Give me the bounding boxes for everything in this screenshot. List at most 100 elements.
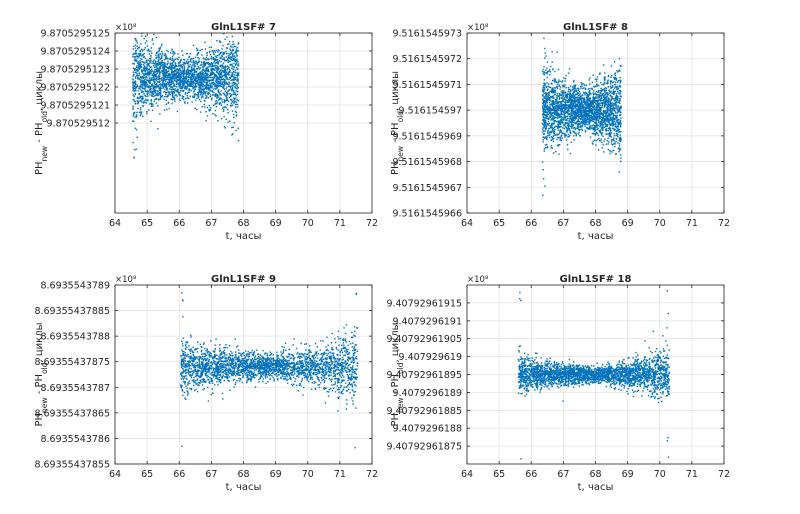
data-point bbox=[173, 73, 175, 76]
data-point bbox=[146, 45, 149, 47]
data-point bbox=[543, 124, 545, 126]
data-point bbox=[589, 109, 592, 112]
data-point bbox=[545, 95, 548, 97]
data-point bbox=[551, 118, 553, 120]
data-point bbox=[563, 77, 565, 79]
data-point bbox=[565, 74, 567, 77]
data-point bbox=[134, 127, 137, 129]
data-point bbox=[147, 72, 149, 74]
data-point bbox=[213, 104, 215, 106]
data-point bbox=[170, 88, 172, 90]
data-point bbox=[215, 85, 217, 87]
data-point bbox=[571, 89, 574, 91]
data-point bbox=[560, 115, 562, 118]
data-point bbox=[163, 85, 166, 87]
data-point bbox=[601, 104, 604, 106]
data-point bbox=[224, 66, 226, 68]
data-point bbox=[154, 90, 156, 92]
data-point bbox=[607, 103, 609, 106]
data-point bbox=[559, 122, 562, 125]
data-point bbox=[569, 106, 571, 109]
data-point bbox=[577, 108, 580, 111]
data-point bbox=[181, 95, 184, 97]
data-point bbox=[142, 63, 145, 66]
data-point bbox=[230, 58, 232, 60]
data-point bbox=[591, 81, 594, 84]
data-point bbox=[577, 114, 580, 117]
data-point bbox=[154, 61, 157, 64]
data-point bbox=[132, 94, 134, 96]
data-point bbox=[214, 83, 216, 86]
data-point bbox=[595, 103, 597, 105]
data-point bbox=[568, 107, 570, 110]
data-point bbox=[605, 100, 608, 102]
data-point bbox=[167, 74, 170, 77]
data-point bbox=[201, 72, 204, 75]
data-point bbox=[144, 85, 146, 88]
data-point bbox=[562, 118, 564, 121]
data-point bbox=[573, 91, 575, 94]
data-point bbox=[203, 92, 205, 94]
data-point bbox=[574, 115, 576, 117]
data-point bbox=[567, 125, 570, 128]
data-point bbox=[552, 138, 554, 140]
data-point bbox=[226, 99, 229, 101]
data-point bbox=[234, 82, 236, 84]
data-point bbox=[219, 98, 221, 101]
data-point bbox=[163, 74, 166, 77]
data-point bbox=[186, 97, 189, 99]
data-point bbox=[188, 85, 190, 87]
data-point bbox=[164, 84, 166, 86]
data-point bbox=[155, 52, 158, 55]
data-point bbox=[208, 89, 210, 91]
data-point bbox=[555, 120, 557, 123]
data-point bbox=[136, 59, 138, 62]
data-point bbox=[133, 63, 135, 65]
data-point bbox=[229, 45, 232, 47]
data-point bbox=[217, 91, 220, 93]
data-point bbox=[134, 81, 136, 83]
data-point bbox=[184, 62, 186, 65]
data-point bbox=[236, 46, 239, 49]
data-point bbox=[196, 63, 199, 66]
data-point bbox=[593, 121, 596, 123]
data-point bbox=[550, 122, 553, 125]
data-point bbox=[601, 120, 603, 122]
data-point bbox=[597, 96, 600, 99]
data-point bbox=[151, 92, 154, 94]
data-point bbox=[179, 65, 181, 67]
data-point bbox=[208, 109, 210, 111]
data-point bbox=[206, 67, 209, 69]
data-point bbox=[561, 81, 563, 83]
data-point bbox=[233, 97, 235, 99]
data-point bbox=[157, 61, 159, 63]
data-point bbox=[617, 105, 619, 107]
data-point bbox=[226, 76, 228, 79]
data-point bbox=[543, 120, 545, 122]
data-point bbox=[614, 129, 616, 131]
data-point bbox=[168, 79, 171, 81]
data-point bbox=[594, 134, 597, 136]
data-point bbox=[555, 105, 557, 107]
data-point bbox=[160, 77, 162, 80]
data-point bbox=[598, 110, 601, 112]
data-point bbox=[218, 75, 221, 77]
data-point bbox=[544, 104, 546, 106]
data-point bbox=[616, 95, 619, 98]
data-point bbox=[176, 80, 178, 82]
data-point bbox=[209, 50, 211, 53]
data-point bbox=[171, 63, 174, 65]
data-point bbox=[167, 82, 169, 85]
data-point bbox=[563, 117, 566, 119]
data-point bbox=[237, 65, 240, 67]
data-point bbox=[215, 64, 217, 67]
data-point bbox=[611, 121, 614, 123]
data-point bbox=[211, 63, 213, 65]
data-point bbox=[229, 49, 232, 52]
data-point bbox=[579, 135, 582, 137]
data-point bbox=[235, 129, 237, 132]
data-point bbox=[141, 97, 143, 99]
data-point bbox=[232, 71, 235, 73]
data-point bbox=[545, 72, 548, 74]
data-point bbox=[576, 126, 579, 128]
